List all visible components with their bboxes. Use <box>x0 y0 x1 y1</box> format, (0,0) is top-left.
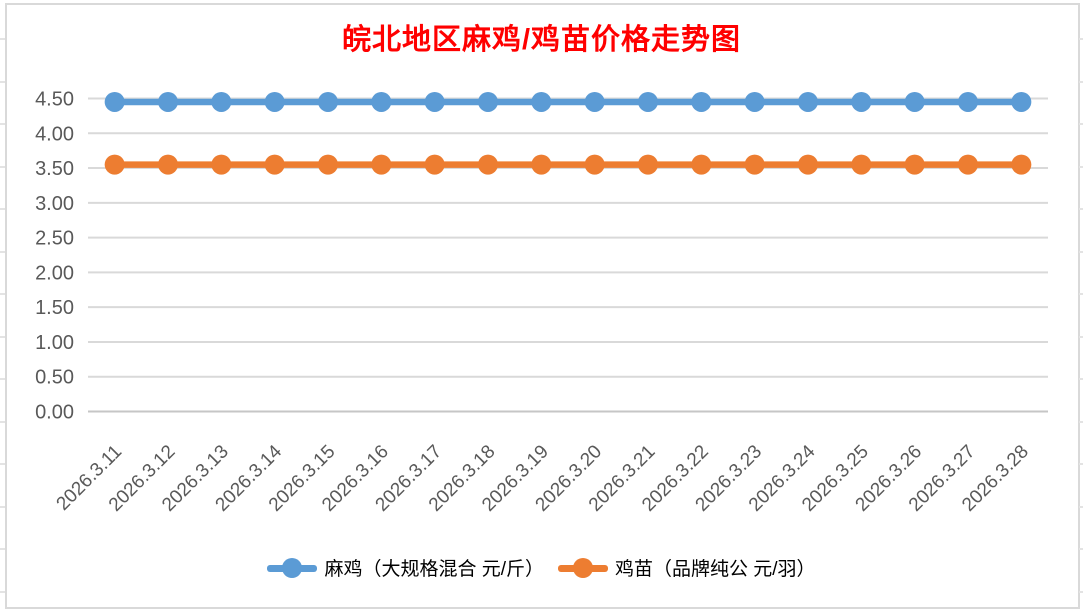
data-point-marker <box>531 154 552 175</box>
data-point-marker <box>958 91 978 112</box>
legend-label-jimiao: 鸡苗（品牌纯公 元/羽） <box>615 559 816 580</box>
sheet-gridline-stub <box>1079 208 1083 210</box>
data-point-marker <box>638 91 658 112</box>
legend-label-maji: 麻鸡（大规格混合 元/斤） <box>324 559 544 580</box>
data-point-marker <box>584 91 605 112</box>
y-axis-tick-label: 4.50 <box>35 89 74 111</box>
data-point-marker <box>798 154 818 175</box>
line-marker-icon <box>558 557 608 579</box>
data-point-marker <box>264 154 285 175</box>
data-point-marker <box>104 91 125 112</box>
data-point-marker <box>904 91 925 112</box>
legend-dot-icon <box>573 557 593 578</box>
legend-item-maji: 麻鸡（大规格混合 元/斤） <box>267 554 544 581</box>
data-point-marker <box>1011 91 1032 112</box>
sheet-gridline-stub <box>1079 590 1083 593</box>
chart-title: 皖北地区麻鸡/鸡苗价格走势图 <box>341 24 742 56</box>
legend-item-jimiao: 鸡苗（品牌纯公 元/羽） <box>558 554 816 581</box>
data-point-marker <box>798 91 818 112</box>
sheet-gridline-stub <box>1079 378 1083 380</box>
data-point-marker <box>531 91 552 112</box>
data-point-marker <box>691 154 712 175</box>
sheet-gridline-stub <box>0 208 5 210</box>
data-point-marker <box>744 91 765 112</box>
legend-dot-icon <box>282 557 303 578</box>
sheet-gridline-stub <box>1079 420 1083 423</box>
data-point-marker <box>158 91 178 112</box>
data-point-marker <box>744 154 765 175</box>
sheet-gridline-stub <box>0 38 5 40</box>
y-axis-tick-label: 2.00 <box>35 262 74 284</box>
data-point-marker <box>691 91 712 112</box>
sheet-gridline-stub <box>1079 38 1083 40</box>
sheet-gridline-stub <box>0 548 5 550</box>
data-point-marker <box>211 91 232 112</box>
data-point-marker <box>478 154 498 175</box>
sheet-gridline-stub <box>1079 505 1083 508</box>
data-point-marker <box>638 154 658 175</box>
sheet-gridline-stub <box>0 420 5 423</box>
sheet-gridline-stub <box>0 80 5 83</box>
sheet-gridline-stub <box>1079 250 1083 253</box>
sheet-gridline-stub <box>0 293 5 295</box>
sheet-gridline-stub <box>1079 548 1083 550</box>
sheet-gridline-stub <box>0 463 5 465</box>
data-point-marker <box>851 91 872 112</box>
data-point-marker <box>211 154 232 175</box>
y-axis-tick-label: 1.50 <box>35 297 74 319</box>
sheet-gridline-stub <box>1079 80 1083 83</box>
sheet-gridline-stub <box>0 165 5 168</box>
sheet-gridline-stub <box>0 123 5 125</box>
data-point-marker <box>424 154 445 175</box>
data-point-marker <box>1011 154 1032 175</box>
data-point-marker <box>424 91 445 112</box>
sheet-gridline-stub <box>0 590 5 593</box>
data-point-marker <box>584 154 605 175</box>
data-point-marker <box>371 154 392 175</box>
data-point-marker <box>158 154 178 175</box>
data-point-marker <box>318 154 338 175</box>
data-point-marker <box>264 91 285 112</box>
sheet-gridline-stub <box>0 378 5 380</box>
data-point-marker <box>478 91 498 112</box>
data-point-marker <box>958 154 978 175</box>
data-point-marker <box>104 154 125 175</box>
data-point-marker <box>318 91 338 112</box>
legend: 麻鸡（大规格混合 元/斤） 鸡苗（品牌纯公 元/羽） <box>0 554 1083 581</box>
sheet-gridline-stub <box>0 335 5 338</box>
sheet-gridline-stub <box>1079 335 1083 338</box>
sheet-gridline-stub <box>1079 123 1083 125</box>
y-axis-tick-label: 1.00 <box>35 332 74 354</box>
y-axis-tick-label: 4.00 <box>35 123 74 145</box>
line-marker-icon <box>267 557 318 579</box>
y-axis-tick-label: 2.50 <box>35 228 74 250</box>
sheet-gridline-stub <box>1079 463 1083 465</box>
sheet-gridline-stub <box>0 505 5 508</box>
y-axis-tick-label: 0.50 <box>35 367 74 389</box>
sheet-gridline-stub <box>1079 165 1083 168</box>
data-point-marker <box>851 154 872 175</box>
y-axis-tick-label: 3.00 <box>35 193 74 215</box>
data-point-marker <box>904 154 925 175</box>
data-point-marker <box>371 91 392 112</box>
y-axis-tick-label: 0.00 <box>35 402 74 424</box>
sheet-gridline-stub <box>1079 293 1083 295</box>
y-axis-tick-label: 3.50 <box>35 158 74 180</box>
sheet-gridline-stub <box>0 250 5 253</box>
